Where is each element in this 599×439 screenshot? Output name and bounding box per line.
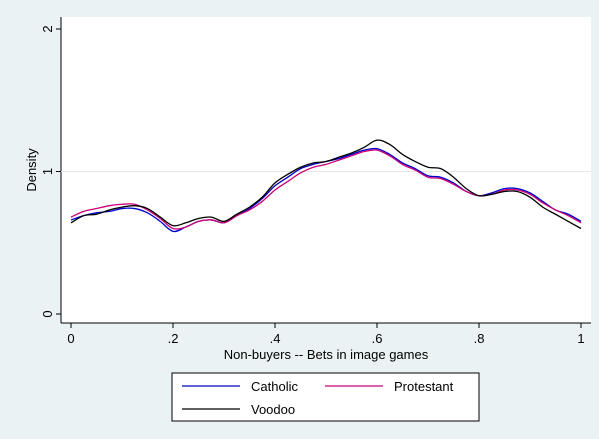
y-tick-label: 1 — [40, 168, 55, 175]
legend: Catholic Protestant Voodoo — [171, 372, 480, 422]
x-tick-label: .2 — [168, 331, 179, 346]
plot-area — [61, 17, 591, 323]
series-line-voodoo — [70, 139, 582, 230]
legend-box — [171, 372, 480, 422]
legend-label-protestant: Protestant — [394, 379, 454, 394]
x-axis-title: Non-buyers -- Bets in image games — [224, 347, 429, 362]
legend-label-voodoo: Voodoo — [251, 402, 295, 417]
x-tick-label: 1 — [577, 331, 584, 346]
x-tick-label: .6 — [372, 331, 383, 346]
y-axis-title: Density — [24, 148, 39, 192]
legend-label-catholic: Catholic — [251, 379, 298, 394]
x-tick-label: .8 — [474, 331, 485, 346]
x-tick-label: .4 — [270, 331, 281, 346]
x-tick-label: 0 — [67, 331, 74, 346]
y-tick-label: 0 — [40, 310, 55, 317]
y-tick-label: 2 — [40, 25, 55, 32]
